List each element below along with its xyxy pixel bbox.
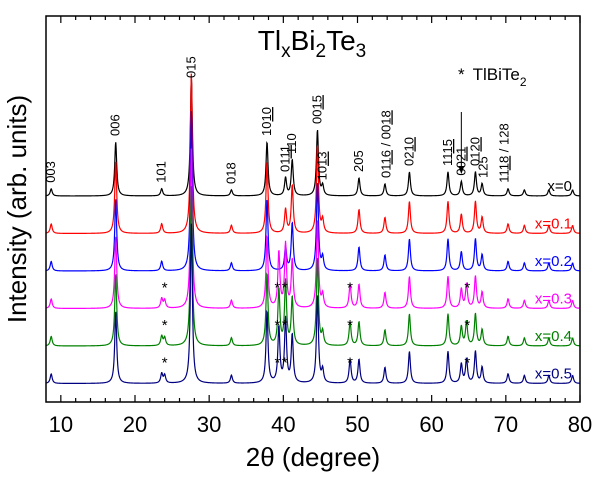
peak-label: 1010 bbox=[259, 107, 274, 136]
peak-label: 018 bbox=[223, 162, 238, 184]
peak-label: 0120 bbox=[467, 137, 482, 166]
x-tick-label: 10 bbox=[49, 412, 73, 437]
star-marker: * bbox=[162, 280, 168, 297]
star-marker: * bbox=[347, 317, 353, 334]
series-label: x=0.2 bbox=[535, 253, 572, 270]
peak-arrow-head bbox=[458, 166, 465, 174]
series-label: x=0 bbox=[547, 178, 572, 195]
peak-label: 003 bbox=[43, 161, 58, 183]
series-layer bbox=[45, 73, 581, 384]
series-label: x=0.3 bbox=[535, 291, 572, 308]
peak-label: 125 bbox=[476, 156, 491, 178]
x-axis-ticks: 10 20 30 40 50 60 70 80 bbox=[49, 16, 592, 437]
x-tick-label: 80 bbox=[568, 412, 592, 437]
peak-label: 0111 bbox=[278, 145, 293, 172]
x-tick-label: 60 bbox=[419, 412, 443, 437]
star-marker: * bbox=[274, 317, 280, 334]
star-marker: * bbox=[347, 355, 353, 372]
series-label: x=0.1 bbox=[535, 216, 572, 233]
series-line-x-0-4 bbox=[45, 186, 581, 347]
legend-tlbite2: * TlBiTe2 bbox=[458, 65, 527, 89]
y-axis-title: Intensity (arb. units) bbox=[2, 95, 32, 323]
x-tick-label: 20 bbox=[123, 412, 147, 437]
peak-label: 110 bbox=[284, 133, 299, 154]
series-line-x-0-5 bbox=[45, 223, 581, 384]
series-line-x-0-2 bbox=[45, 111, 581, 272]
star-markers: * * * * ** * * * ** * * * * bbox=[162, 280, 471, 372]
x-axis-title: 2θ (degree) bbox=[246, 442, 380, 472]
chart-title: TlxBi2Te3 bbox=[258, 25, 366, 62]
star-marker: * bbox=[274, 355, 280, 372]
star-marker: * bbox=[464, 317, 470, 334]
series-line-x-0 bbox=[45, 76, 581, 197]
star-marker: * bbox=[464, 355, 470, 372]
peak-label: 101 bbox=[154, 161, 169, 183]
x-tick-label: 70 bbox=[494, 412, 518, 437]
peak-label: 1013 bbox=[315, 151, 330, 180]
x-tick-label: 30 bbox=[197, 412, 221, 437]
star-marker: * bbox=[162, 317, 168, 334]
peak-label: 1118 / 128 bbox=[496, 123, 511, 183]
x-tick-label: 50 bbox=[345, 412, 369, 437]
peak-label: 205 bbox=[351, 150, 366, 172]
star-marker: * bbox=[464, 280, 470, 297]
star-marker: * bbox=[282, 317, 288, 334]
peak-label: 0015 bbox=[309, 95, 324, 124]
peak-label: 0116 / 0018 bbox=[378, 110, 393, 178]
peak-label: 0210 bbox=[401, 137, 416, 166]
series-line-x-0-3 bbox=[45, 148, 581, 309]
star-marker: * bbox=[347, 280, 353, 297]
series-line-x-0-1 bbox=[45, 73, 581, 234]
star-marker: * bbox=[274, 280, 280, 297]
peak-label: 015 bbox=[183, 56, 198, 78]
series-label: x=0.4 bbox=[535, 328, 572, 345]
peak-label: 1115 bbox=[440, 139, 455, 166]
series-labels: x=0 x=0.1 x=0.2 x=0.3 x=0.4 x=0.5 bbox=[535, 178, 572, 383]
x-tick-label: 40 bbox=[271, 412, 295, 437]
series-label: x=0.5 bbox=[535, 366, 572, 383]
star-marker: * bbox=[282, 280, 288, 297]
peak-label: 006 bbox=[108, 114, 123, 136]
star-marker: * bbox=[282, 355, 288, 372]
star-marker: * bbox=[162, 355, 168, 372]
